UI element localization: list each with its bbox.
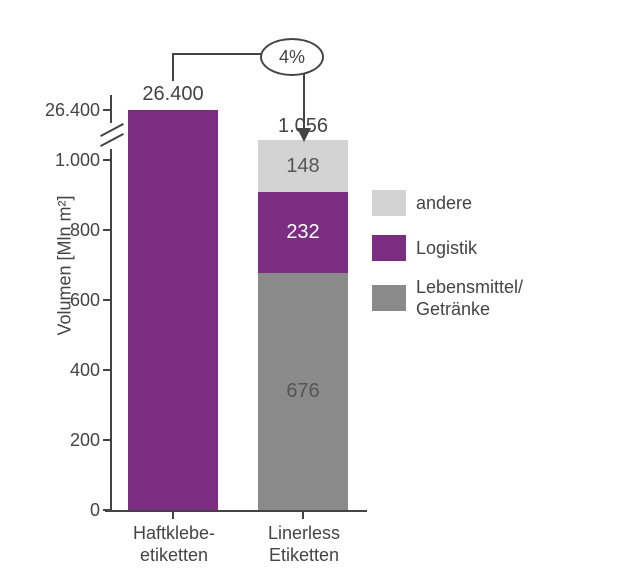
x-tick (172, 510, 174, 519)
legend-item: Logistik (372, 225, 523, 270)
y-tick (103, 439, 112, 441)
y-tick-label: 600 (10, 291, 100, 309)
y-axis-title: Volumen [Mln m²] (55, 166, 76, 366)
y-axis-line (110, 95, 112, 510)
y-tick-label: 200 (10, 431, 100, 449)
legend-swatch (372, 285, 406, 311)
legend-item: Lebensmittel/ Getränke (372, 270, 523, 325)
y-tick (103, 369, 112, 371)
chart-container: Volumen [Mln m²] 0 200 400 600 800 1.000… (0, 0, 630, 575)
y-tick-label-high: 26.400 (10, 101, 100, 119)
y-tick (103, 229, 112, 231)
legend-item: andere (372, 180, 523, 225)
x-category-label: Haftklebe- etiketten (128, 522, 220, 566)
legend-swatch (372, 235, 406, 261)
y-tick-label: 800 (10, 221, 100, 239)
y-tick-label: 1.000 (10, 151, 100, 169)
connector-line (172, 53, 174, 81)
legend-label: andere (416, 192, 472, 214)
segment-value: 232 (286, 221, 319, 244)
annotation-bubble: 4% (260, 38, 324, 76)
bar-segment-lebensmittel: 676 (258, 273, 348, 510)
bar-haftklebe (128, 110, 218, 510)
axis-break-mark (98, 123, 126, 149)
legend: andere Logistik Lebensmittel/ Getränke (372, 180, 523, 325)
y-tick-label: 400 (10, 361, 100, 379)
bar-segment-andere: 148 (258, 140, 348, 192)
x-category-label: Linerless Etiketten (258, 522, 350, 566)
x-tick (302, 510, 304, 519)
bar-value-label: 26.400 (128, 83, 218, 106)
y-tick (103, 509, 112, 511)
annotation-label: 4% (279, 47, 305, 68)
arrow-down-icon (297, 128, 311, 142)
y-tick-label: 0 (10, 501, 100, 519)
x-axis-line (105, 510, 367, 512)
legend-swatch (372, 190, 406, 216)
y-tick (103, 299, 112, 301)
legend-label: Logistik (416, 237, 477, 259)
legend-label: Lebensmittel/ Getränke (416, 276, 523, 320)
bar-segment-logistik: 232 (258, 192, 348, 273)
segment-value: 676 (286, 380, 319, 403)
y-tick-high (103, 109, 112, 111)
segment-value: 148 (286, 155, 319, 178)
y-tick (103, 159, 112, 161)
